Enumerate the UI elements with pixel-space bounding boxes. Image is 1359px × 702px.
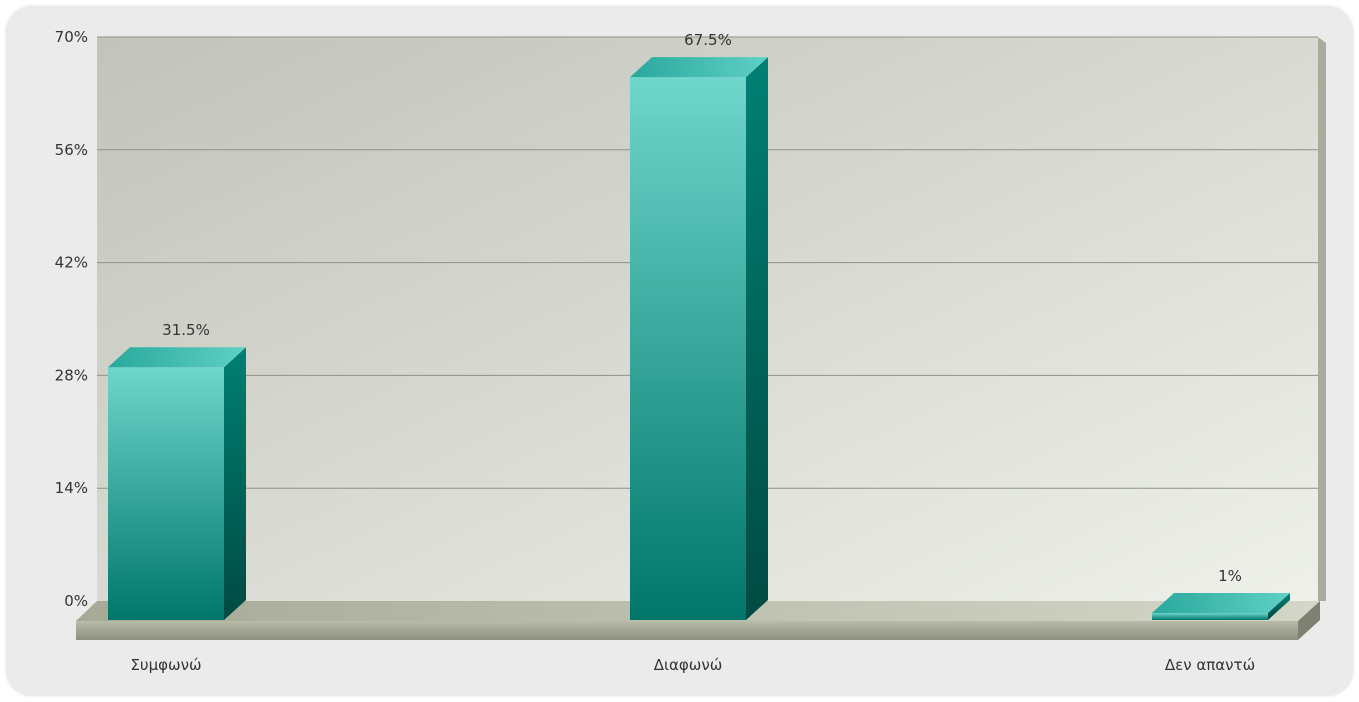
bar: [108, 347, 246, 620]
y-tick-label: 70%: [55, 28, 88, 46]
data-label: 67.5%: [684, 31, 732, 49]
bar: [1152, 592, 1290, 620]
data-label: 31.5%: [162, 321, 210, 339]
plot-side-wall: [1318, 37, 1326, 601]
floor-side: [1298, 601, 1320, 640]
y-tick-label: 56%: [55, 141, 88, 159]
data-label: 1%: [1218, 567, 1242, 585]
floor-front: [76, 621, 1298, 640]
y-tick-label: 28%: [55, 366, 88, 384]
y-tick-label: 42%: [55, 254, 88, 272]
category-label: Συμφωνώ: [130, 656, 201, 674]
bar: [630, 57, 768, 620]
y-tick-label: 0%: [64, 592, 88, 610]
y-tick-label: 14%: [55, 479, 88, 497]
category-label: Δεν απαντώ: [1165, 656, 1255, 674]
category-label: Διαφωνώ: [654, 656, 723, 674]
